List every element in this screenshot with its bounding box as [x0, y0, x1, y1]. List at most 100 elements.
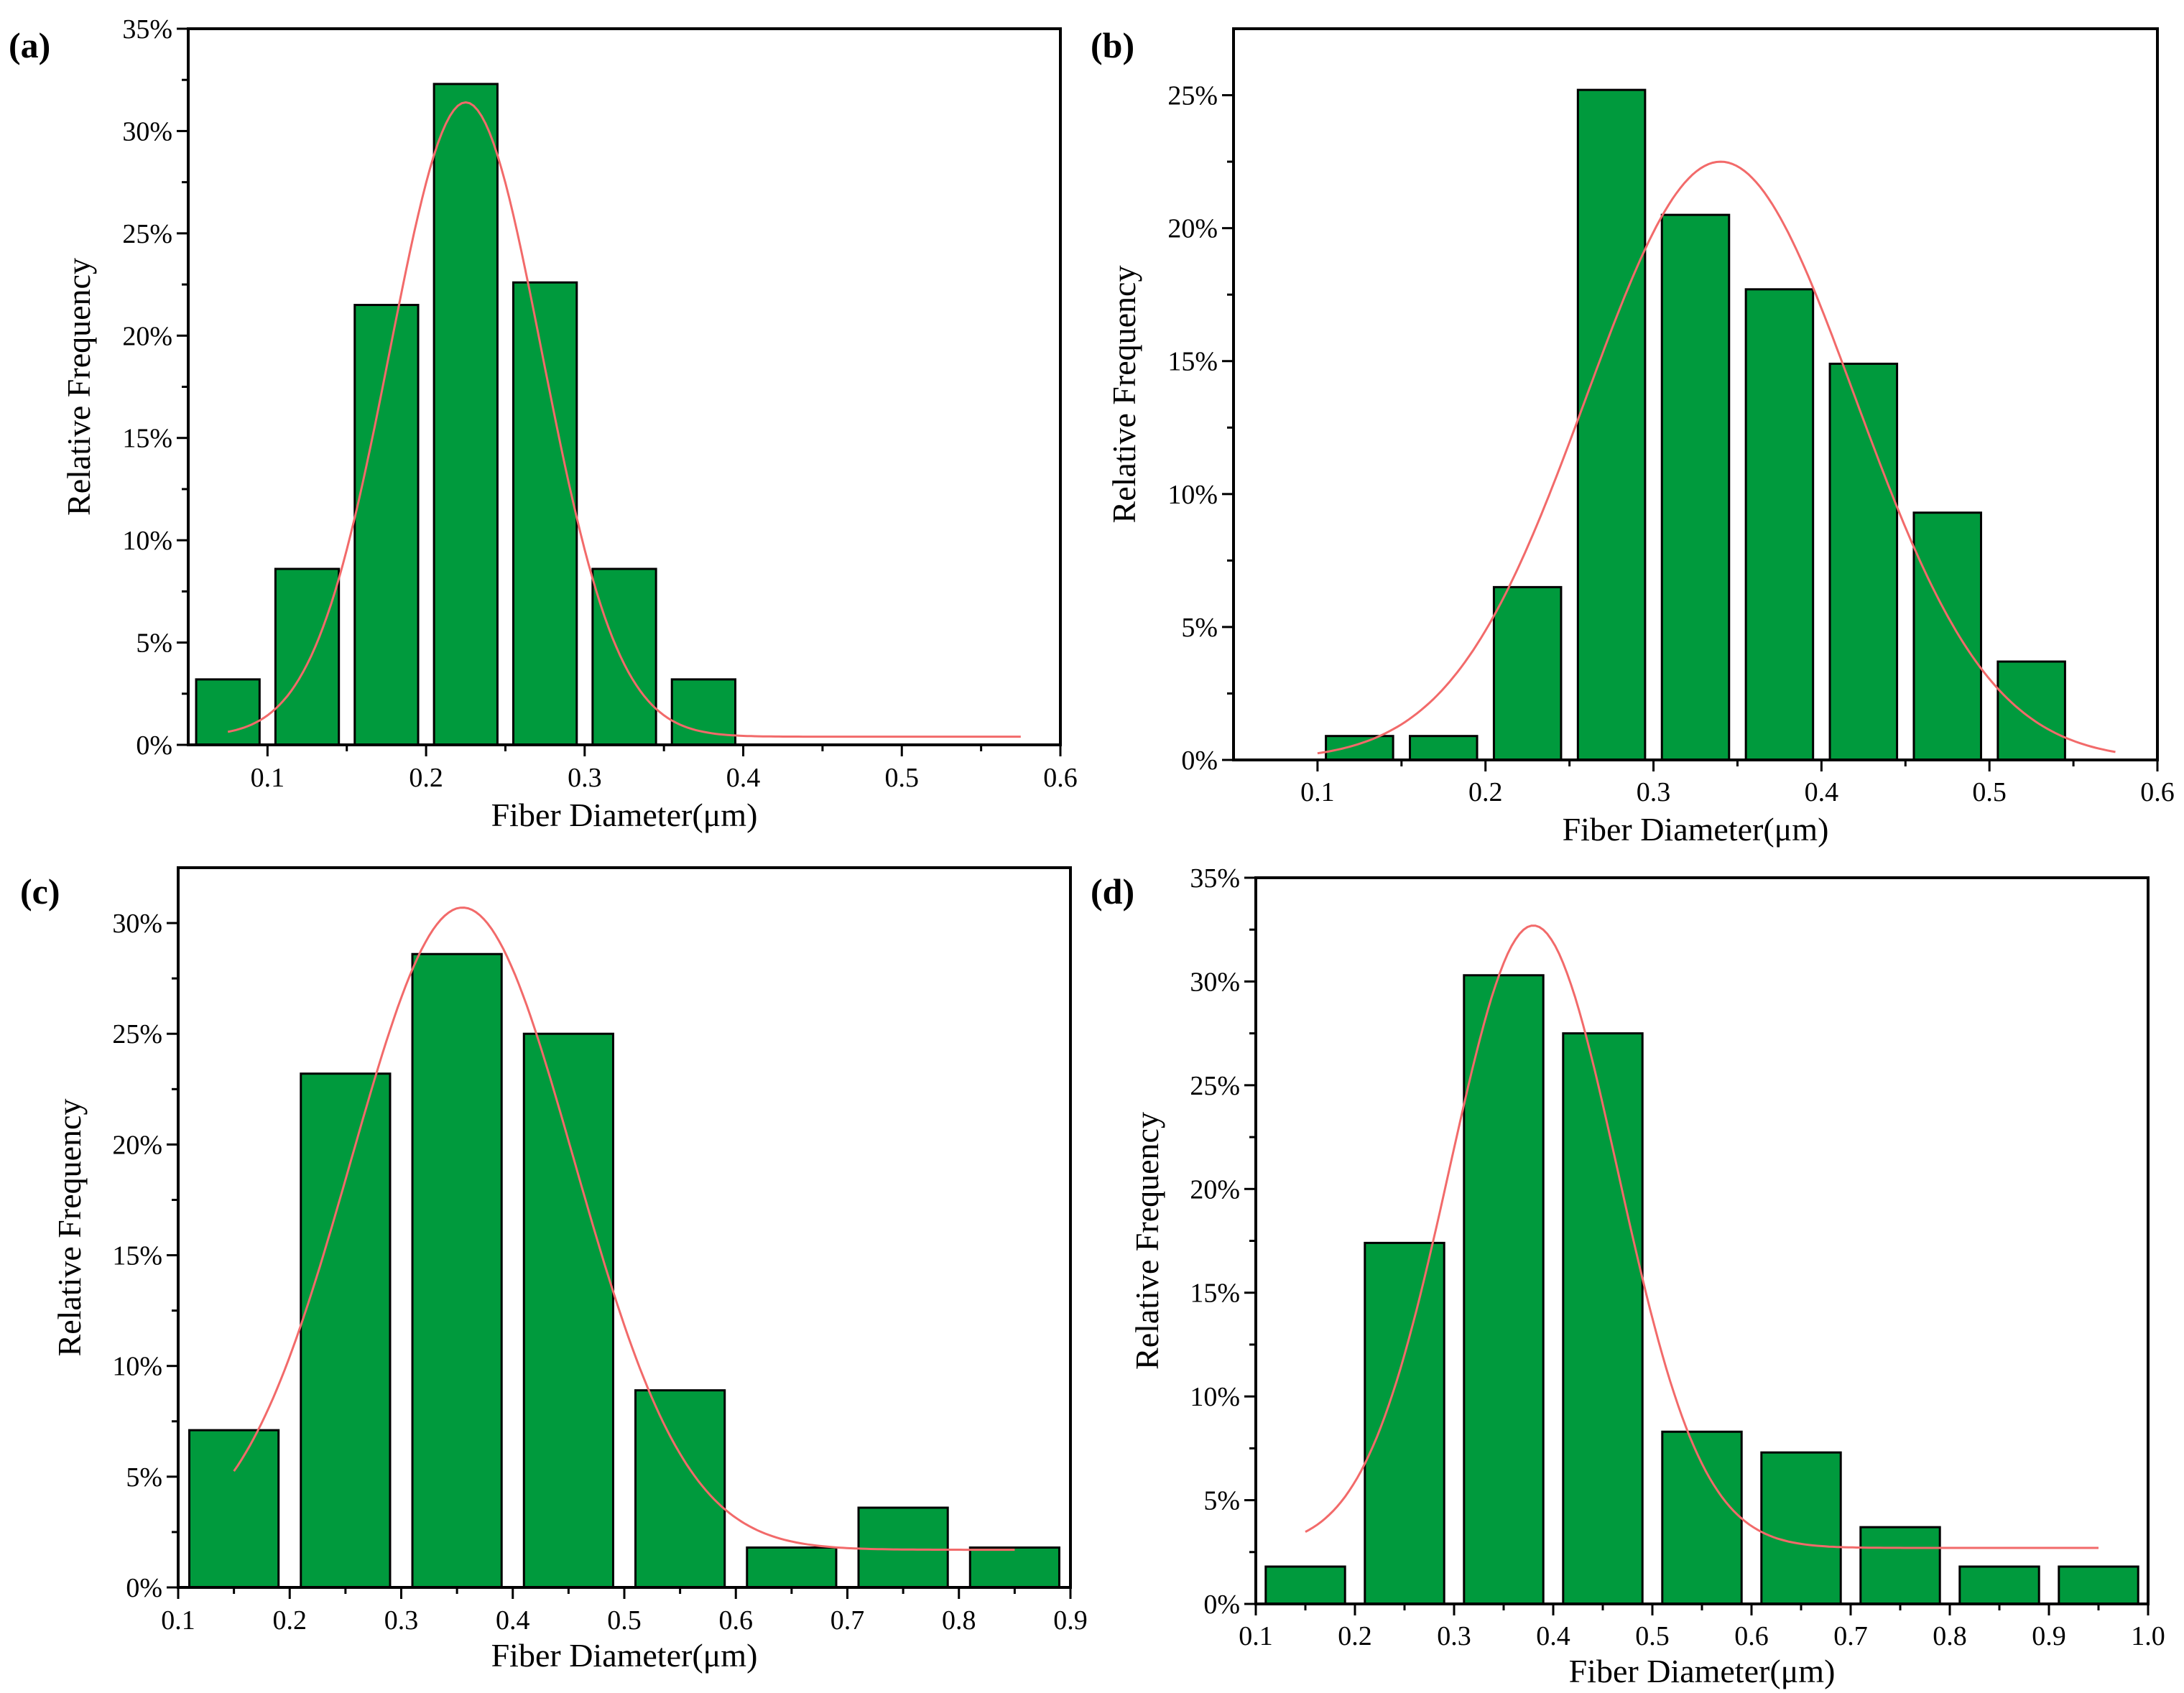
y-tick-label: 5%: [1181, 613, 1218, 643]
gaussian-fit-curve: [1317, 160, 2116, 755]
x-tick-label: 0.2: [1468, 777, 1503, 807]
x-axis-title: Fiber Diameter(μm): [491, 797, 758, 833]
x-tick-label: 0.2: [409, 763, 443, 793]
y-tick-label: 5%: [126, 1462, 162, 1493]
panel-label: (d): [1091, 871, 1134, 912]
x-tick-label: 0.5: [1635, 1621, 1670, 1651]
x-tick-label: 0.4: [496, 1605, 530, 1636]
x-axis-title: Fiber Diameter(μm): [1569, 1653, 1836, 1689]
panel-d: (d) 0.1 0.2 0.3 0.4 0.5 0.6 0.7 0.8 0.9 1.0 0% 5% 10%…: [1091, 863, 2165, 1689]
histogram-bar: [1661, 1430, 1743, 1605]
y-axis-title: Relative Frequency: [1106, 266, 1142, 524]
y-tick-label: 20%: [112, 1130, 162, 1160]
histogram-bar: [1562, 1032, 1644, 1605]
x-axis-title: Fiber Diameter(μm): [1563, 811, 1829, 848]
y-tick-label: 15%: [1190, 1279, 1240, 1309]
x-tick-label: 0.6: [1734, 1621, 1769, 1651]
histogram-bar: [512, 281, 578, 746]
panel-a: (a) 0.1 0.2 0.3 0.4 0.5 0.6 0% 5% 10% 15% 20% 25% 30%…: [9, 14, 1078, 833]
y-tick-label: 20%: [1167, 214, 1218, 244]
y-tick-label: 0%: [126, 1573, 162, 1603]
histogram-bar: [1958, 1565, 2040, 1605]
x-tick-label: 1.0: [2131, 1621, 2165, 1651]
x-tick-label: 0.1: [1300, 777, 1335, 807]
histogram-bar: [188, 1429, 280, 1589]
y-tick-label: 25%: [122, 219, 172, 249]
y-tick-label: 35%: [122, 14, 172, 45]
x-tick-label: 0.6: [2140, 777, 2175, 807]
panel-label: (a): [9, 25, 50, 65]
y-tick-label: 15%: [1167, 347, 1218, 377]
y-tick-label: 10%: [1190, 1382, 1240, 1412]
histogram-bar: [1364, 1241, 1445, 1605]
y-tick-label: 25%: [112, 1019, 162, 1049]
histogram-bar: [746, 1546, 838, 1589]
y-tick-label: 5%: [136, 629, 172, 659]
y-tick-label: 10%: [122, 526, 172, 556]
plot-frame: [1232, 27, 2159, 761]
histogram-bar: [1996, 660, 2066, 761]
histogram-bar: [432, 83, 499, 746]
y-tick-label: 5%: [1203, 1486, 1240, 1516]
panel-b: (b) 0.1 0.2 0.3 0.4 0.5 0.6 0% 5% 10% 15% 20% 25% Fib…: [1091, 25, 2175, 848]
histogram-bar: [274, 567, 341, 746]
histogram-bar: [1463, 974, 1545, 1605]
y-tick-label: 20%: [1190, 1174, 1240, 1205]
histogram-bar: [353, 304, 420, 746]
histogram-bar: [857, 1506, 949, 1589]
y-tick-label: 30%: [122, 116, 172, 147]
histogram-bar: [195, 678, 261, 746]
y-axis-title: Relative Frequency: [60, 258, 97, 516]
y-tick-label: 35%: [1190, 863, 1240, 894]
x-tick-label: 0.4: [726, 763, 761, 793]
y-tick-label: 20%: [122, 321, 172, 351]
panel-label: (b): [1091, 25, 1134, 65]
x-tick-label: 0.7: [830, 1605, 865, 1636]
x-tick-label: 0.2: [273, 1605, 307, 1636]
x-tick-label: 0.1: [251, 763, 285, 793]
x-tick-label: 0.3: [384, 1605, 419, 1636]
x-tick-label: 0.2: [1338, 1621, 1372, 1651]
x-tick-label: 0.8: [1933, 1621, 1967, 1651]
y-tick-label: 15%: [112, 1241, 162, 1271]
x-tick-label: 0.5: [1972, 777, 2007, 807]
histogram-bar: [1660, 213, 1731, 761]
gaussian-fit-curve: [227, 101, 1021, 738]
y-tick-label: 0%: [1203, 1590, 1240, 1620]
panel-label: (c): [20, 871, 60, 912]
histogram-bar: [591, 567, 657, 746]
histogram-bar: [2058, 1565, 2139, 1605]
x-tick-label: 0.1: [1239, 1621, 1273, 1651]
histogram-bar: [300, 1072, 392, 1589]
histogram-bar: [1760, 1451, 1842, 1605]
panel-c: (c) 0.1 0.2 0.3 0.4 0.5 0.6 0.7 0.8 0.9 0% 5% 10% 15%…: [20, 866, 1088, 1674]
x-tick-label: 0.3: [1637, 777, 1671, 807]
x-tick-label: 0.9: [2032, 1621, 2066, 1651]
y-tick-label: 10%: [1167, 480, 1218, 510]
x-tick-label: 0.5: [607, 1605, 642, 1636]
x-tick-label: 0.3: [1437, 1621, 1471, 1651]
y-tick-label: 15%: [122, 424, 172, 454]
y-tick-label: 25%: [1190, 1071, 1240, 1101]
x-tick-label: 0.4: [1805, 777, 1839, 807]
histogram-bar: [411, 952, 503, 1589]
y-tick-label: 30%: [112, 909, 162, 939]
x-tick-label: 0.8: [942, 1605, 976, 1636]
gaussian-fit-curve: [233, 906, 1015, 1551]
y-tick-label: 30%: [1190, 967, 1240, 997]
histogram-bar: [1576, 88, 1647, 761]
x-tick-label: 0.1: [161, 1605, 195, 1636]
histogram-bar: [1264, 1565, 1346, 1605]
histogram-bar: [522, 1032, 614, 1589]
y-tick-label: 0%: [1181, 746, 1218, 776]
histogram-bar: [1492, 585, 1563, 761]
x-tick-label: 0.9: [1053, 1605, 1088, 1636]
x-axis-title: Fiber Diameter(μm): [491, 1637, 758, 1674]
histogram-bar: [634, 1389, 726, 1589]
gaussian-fit-curve: [1305, 924, 2099, 1549]
x-tick-label: 0.5: [885, 763, 920, 793]
y-tick-label: 0%: [136, 730, 172, 761]
histogram-bar: [1828, 362, 1899, 761]
histogram-bar: [1859, 1526, 1941, 1605]
